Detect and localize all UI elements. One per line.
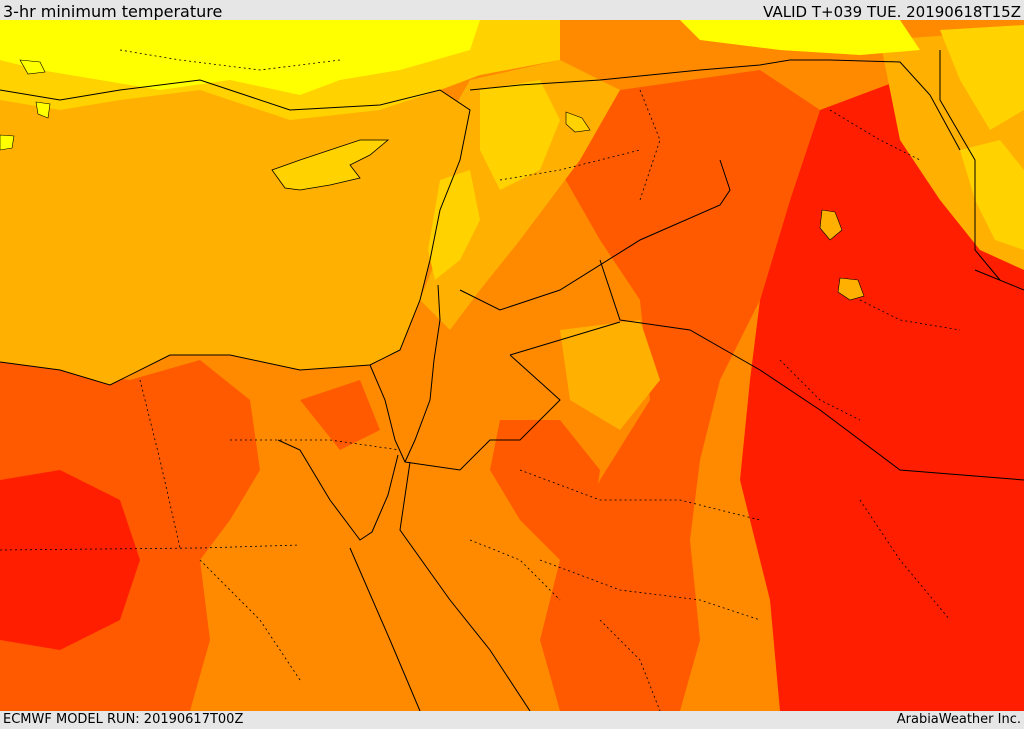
band-red-africa	[0, 470, 140, 650]
header-bar: 3-hr minimum temperature VALID T+039 TUE…	[0, 0, 1024, 21]
mediterranean-sea	[0, 80, 470, 385]
band-yellow-iran	[940, 25, 1024, 130]
national-borders	[369, 50, 1024, 481]
map-title: 3-hr minimum temperature	[3, 2, 223, 21]
band-gold-syria	[480, 80, 560, 190]
band-red-orange-iraq	[540, 70, 820, 711]
lake-tharthar	[819, 209, 843, 241]
coastline-dead-sea-jordan	[404, 284, 441, 463]
cyprus-island	[271, 139, 390, 191]
band-yellow-northeast	[680, 20, 920, 55]
band-gold-lebanon	[428, 170, 480, 280]
valid-time: VALID T+039 TUE. 20190618T15Z	[763, 3, 1021, 21]
temperature-map[interactable]	[0, 20, 1024, 711]
lake-assad	[565, 111, 591, 133]
band-amber-jordan	[560, 320, 660, 430]
aegean-islands	[0, 59, 51, 151]
footer-bar: ECMWF MODEL RUN: 20190617T00Z ArabiaWeat…	[0, 711, 1024, 729]
band-gold-iran-zagros	[960, 140, 1024, 250]
gulf-of-suez	[278, 440, 360, 548]
band-red-saudi	[490, 420, 600, 560]
band-red-orange-sinai	[300, 380, 380, 450]
band-yellow-turkey	[0, 20, 480, 95]
admin-boundaries	[0, 49, 961, 711]
red-sea	[350, 530, 530, 711]
coastline-red-sea	[277, 439, 531, 711]
coastline-med	[0, 79, 471, 386]
credit: ArabiaWeather Inc.	[896, 712, 1021, 727]
band-red-east	[740, 80, 1024, 711]
lake-razazza	[837, 277, 865, 301]
gulf-of-aqaba	[372, 455, 410, 540]
model-run: ECMWF MODEL RUN: 20190617T00Z	[3, 712, 244, 727]
